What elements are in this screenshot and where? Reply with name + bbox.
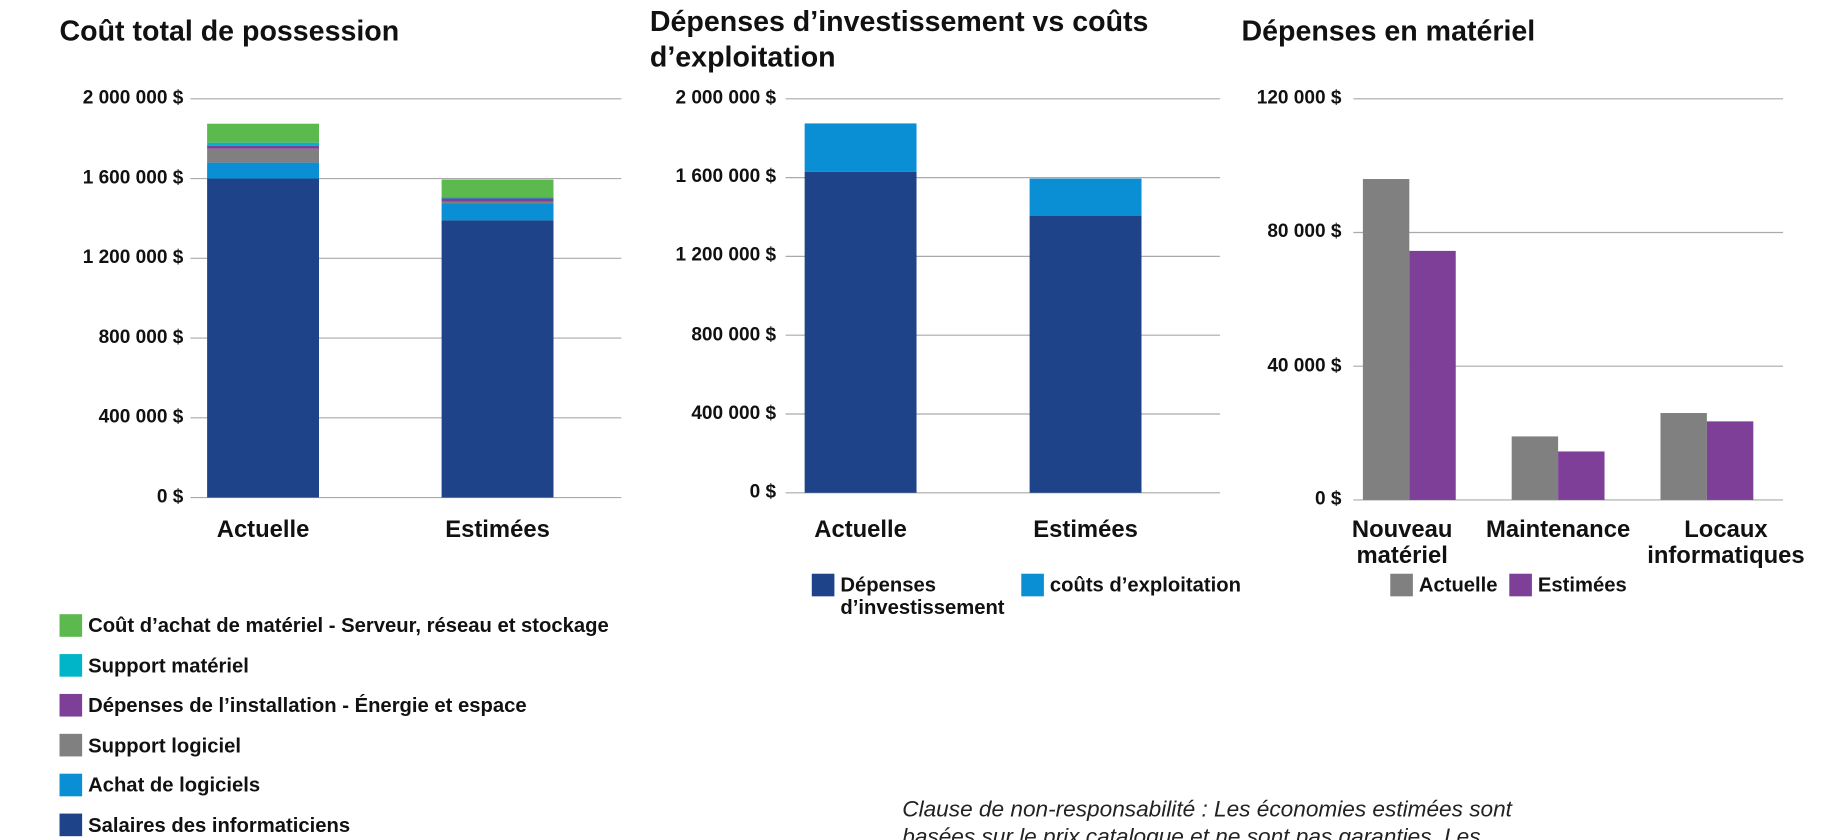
y-tick-label: 400 000 $ (691, 403, 777, 424)
y-tick-label: 800 000 $ (98, 327, 184, 348)
bar (1706, 421, 1754, 500)
legend-swatch (1509, 573, 1532, 597)
bar-segment (804, 123, 917, 172)
bar-segment (207, 145, 320, 149)
x-tick-label: Actuelle (216, 516, 310, 543)
legend-swatch (59, 614, 83, 637)
y-tick-label: 80 000 $ (1267, 221, 1342, 243)
legend-swatch (1390, 573, 1413, 597)
bar-segment (207, 178, 320, 498)
legend-swatch (811, 573, 835, 597)
bar-segment (441, 179, 554, 198)
y-tick-label: 1 600 000 $ (82, 167, 184, 189)
y-tick-label: 1 600 000 $ (675, 166, 777, 188)
chart-title: Dépenses en matériel (1241, 15, 1536, 48)
legend-label: Actuelle (1418, 573, 1498, 597)
bar-segment (804, 171, 917, 493)
legend-label: Dépenses d’investissement (840, 573, 1005, 619)
y-tick-label: 2 000 000 $ (82, 88, 184, 109)
legend-label: Coût d’achat de matériel - Serveur, rése… (88, 614, 609, 637)
legend-swatch (59, 693, 83, 717)
y-tick-label: 40 000 $ (1267, 355, 1342, 376)
x-tick-label: Estimées (445, 516, 550, 543)
x-tick-label: Maintenance (1485, 516, 1631, 543)
bar-segment (1029, 216, 1142, 493)
legend-swatch (59, 654, 83, 677)
x-tick-label: Locaux informatiques (1647, 516, 1805, 569)
legend-swatch (59, 733, 83, 757)
chart-title: Dépenses d’investissement vs coûts d’exp… (649, 5, 1149, 74)
bar (1362, 179, 1410, 500)
y-tick-label: 2 000 000 $ (675, 88, 777, 109)
bar-segment (207, 142, 320, 146)
y-tick-label: 0 $ (749, 482, 777, 503)
legend-swatch (59, 773, 83, 797)
bar-segment (441, 220, 554, 498)
bar-segment (1029, 178, 1142, 217)
bar-segment (441, 197, 554, 199)
legend-label: Support logiciel (88, 733, 241, 757)
y-tick-label: 0 $ (156, 486, 184, 508)
bar (1409, 250, 1456, 500)
x-tick-label: Actuelle (814, 516, 907, 543)
bar-segment (441, 203, 554, 221)
bar (1558, 451, 1605, 500)
y-tick-label: 120 000 $ (1256, 88, 1342, 109)
y-tick-label: 400 000 $ (98, 407, 184, 428)
bar (1511, 436, 1559, 500)
legend-swatch (59, 813, 83, 837)
legend-label: Achat de logiciels (88, 773, 261, 797)
legend-label: coûts d’exploitation (1049, 573, 1241, 597)
disclaimer: Clause de non-responsabilité : Les écono… (902, 797, 1512, 840)
bar (1660, 413, 1707, 500)
legend-swatch (1021, 573, 1044, 597)
legend-label: Salaires des informaticiens (88, 813, 351, 837)
chart-title: Coût total de possession (59, 15, 400, 48)
bar-segment (441, 201, 554, 204)
legend-label: Support matériel (88, 654, 249, 677)
x-tick-label: Nouveau matériel (1351, 516, 1453, 569)
legend-label: Estimées (1537, 573, 1627, 597)
y-tick-label: 800 000 $ (691, 324, 777, 345)
bar-segment (207, 148, 320, 163)
x-tick-label: Estimées (1033, 516, 1138, 543)
y-tick-label: 0 $ (1314, 489, 1342, 510)
y-tick-label: 1 200 000 $ (675, 245, 777, 266)
y-tick-label: 1 200 000 $ (82, 247, 184, 268)
bar-segment (207, 162, 320, 179)
bar-segment (441, 198, 554, 202)
bar-segment (207, 123, 320, 143)
legend-label: Dépenses de l’installation - Énergie et … (88, 693, 527, 717)
